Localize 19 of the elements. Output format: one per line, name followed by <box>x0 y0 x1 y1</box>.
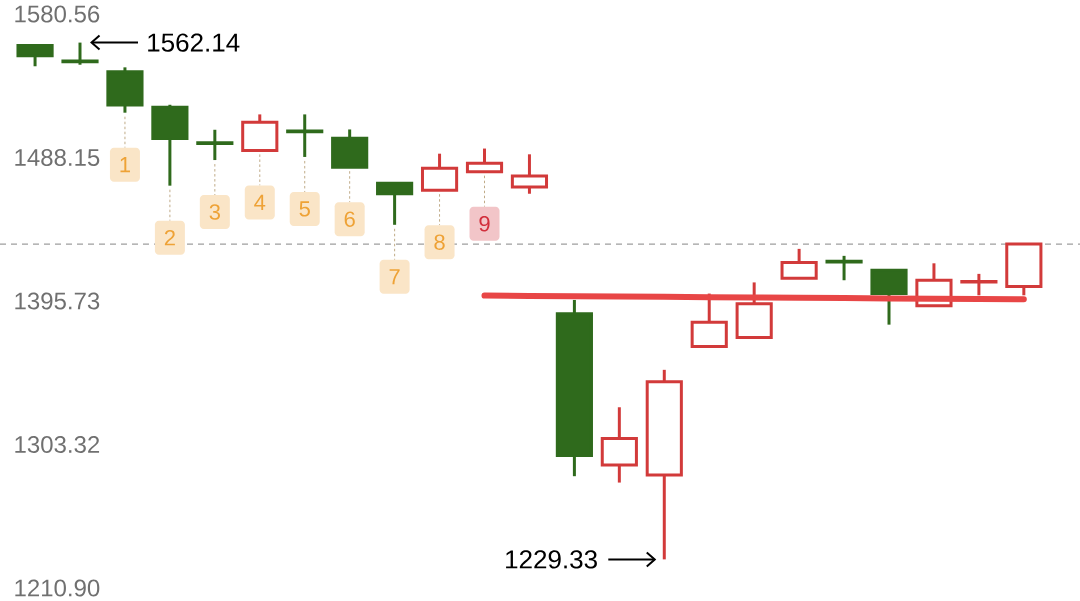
annotation: 5 <box>299 201 310 217</box>
candlestick <box>600 407 638 483</box>
annotation: 6 <box>344 211 355 227</box>
annotation: 1229.33 <box>506 550 597 569</box>
annotation: 4 <box>254 194 266 210</box>
annotation: 2 <box>164 229 175 246</box>
candlestick <box>61 42 99 65</box>
candlestick <box>510 154 549 194</box>
annotation: 8 <box>434 234 445 250</box>
annotation: 1562.14 <box>148 33 240 52</box>
y-tick-label: 1488.15 <box>15 148 100 166</box>
y-tick-label: 1210.90 <box>15 579 100 597</box>
annotation: 9 <box>479 215 490 232</box>
y-tick-label: 1395.73 <box>15 292 100 310</box>
annotation: 1 <box>120 157 130 173</box>
annotation: 3 <box>209 204 220 220</box>
y-tick-label: 1580.56 <box>15 5 100 23</box>
y-tick-label: 1303.32 <box>15 435 100 453</box>
annotation: 7 <box>389 269 400 285</box>
